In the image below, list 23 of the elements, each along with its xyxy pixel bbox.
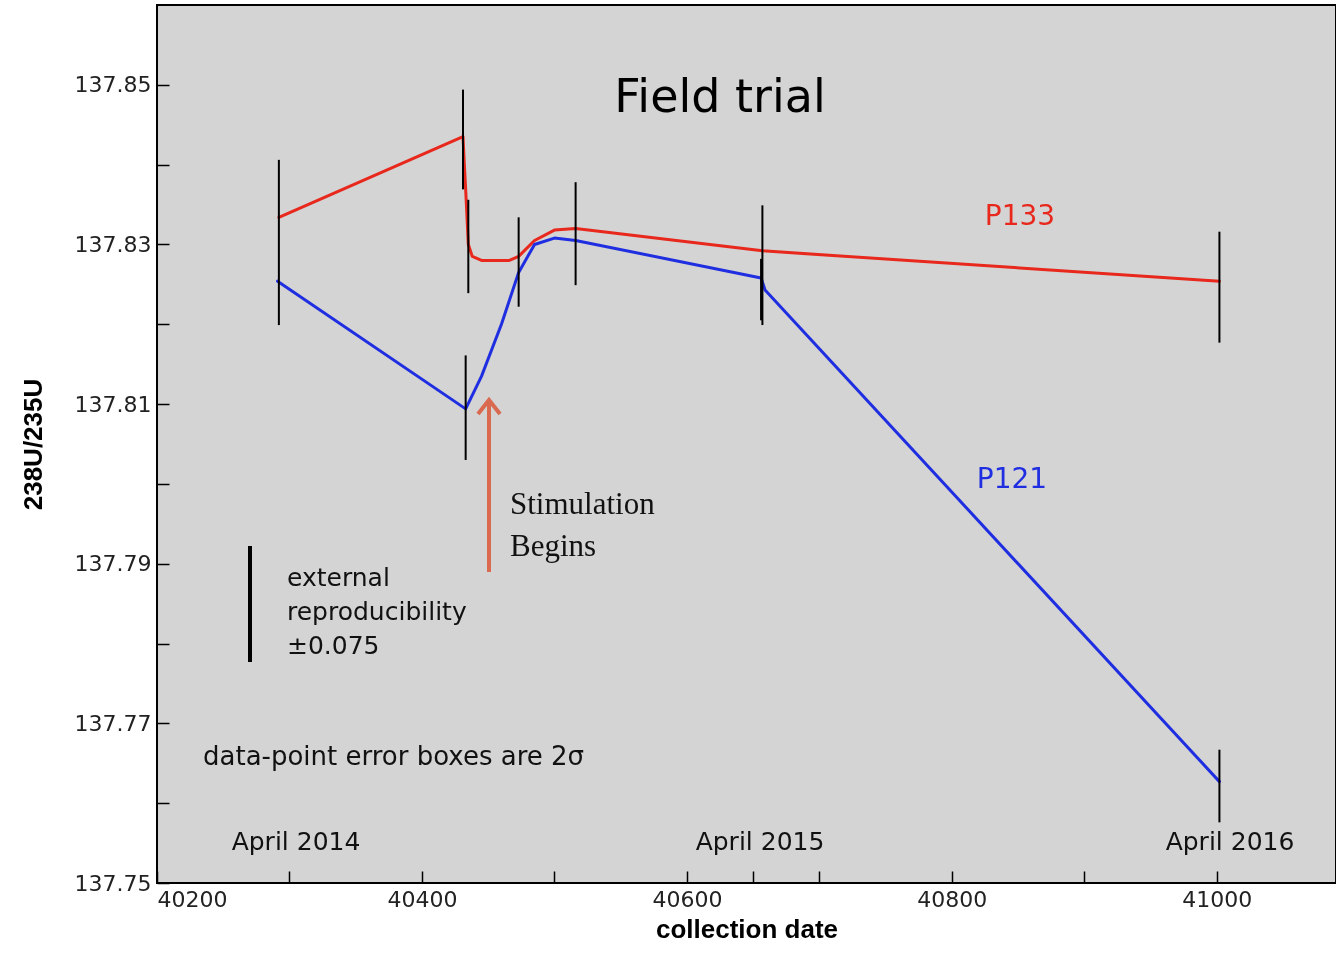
y-axis-title: 238U/235U — [17, 378, 48, 511]
y-tick-label: 137.79 — [74, 551, 152, 577]
series-label: P133 — [984, 199, 1056, 232]
x-tick-label: 41000 — [1182, 886, 1253, 912]
y-tick-label: 137.81 — [74, 391, 152, 417]
y-tick-label: 137.75 — [74, 870, 152, 896]
x-axis-title: collection date — [655, 913, 839, 944]
y-tick-label: 137.83 — [74, 231, 152, 257]
x-tick-label: 40200 — [157, 886, 228, 912]
series-label: P121 — [976, 462, 1048, 495]
y-tick-label: 137.85 — [74, 72, 152, 98]
annotation: data-point error boxes are 2σ — [203, 741, 585, 771]
y-tick-label: 137.77 — [74, 710, 152, 736]
x-tick-label: 40600 — [652, 886, 723, 912]
annotation: April 2014 — [231, 827, 361, 856]
x-tick-label: 40400 — [387, 886, 458, 912]
annotation: April 2015 — [695, 827, 825, 856]
x-tick-label: 40800 — [917, 886, 988, 912]
line-series — [277, 135, 1221, 283]
annotation: April 2016 — [1165, 827, 1295, 856]
annotation: external reproducibility ±0.075 — [287, 563, 467, 660]
annotation: Stimulation Begins — [510, 486, 656, 563]
text: Field trial — [614, 69, 826, 123]
